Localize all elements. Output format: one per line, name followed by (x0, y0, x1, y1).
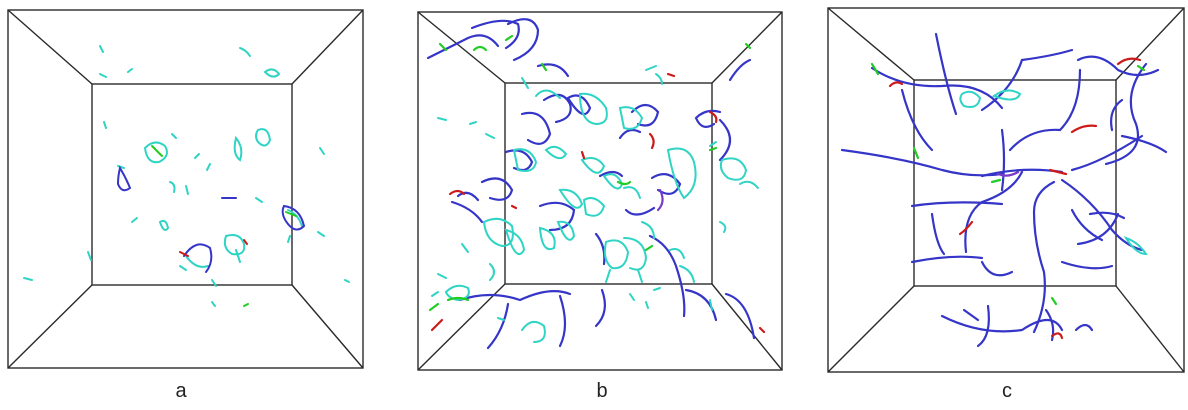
panel-a-green-accents (151, 145, 297, 307)
panel-c-lines (840, 32, 1168, 348)
panel-a-lines (116, 165, 306, 273)
panel-b-loops (431, 65, 759, 343)
panel-b-box (417, 11, 783, 371)
panel-b-figure (417, 11, 783, 371)
panel-b (410, 0, 795, 385)
panel-b-red-accents (430, 72, 766, 334)
panel-a-figure (7, 9, 364, 369)
panel-c-red-accents (888, 57, 1142, 340)
panel-b-lines (426, 18, 756, 350)
panel-c-figure (827, 7, 1185, 373)
panel-c (822, 0, 1188, 385)
caption-b: b (596, 380, 608, 402)
panel-c-loops (959, 89, 1148, 256)
caption-c: c (1002, 380, 1012, 402)
panel-a-loops (23, 45, 350, 307)
caption-a: a (175, 380, 187, 402)
panel-c-green-accents (870, 62, 1146, 306)
panel-b-purple-accents (656, 188, 664, 212)
panel-b-green-accents (428, 34, 752, 312)
panel-a (0, 0, 380, 380)
panel-c-purple-accents (996, 170, 1020, 177)
panel-a-box (7, 9, 364, 369)
panel-a-red-accents (179, 239, 248, 257)
panel-c-box (827, 7, 1185, 373)
